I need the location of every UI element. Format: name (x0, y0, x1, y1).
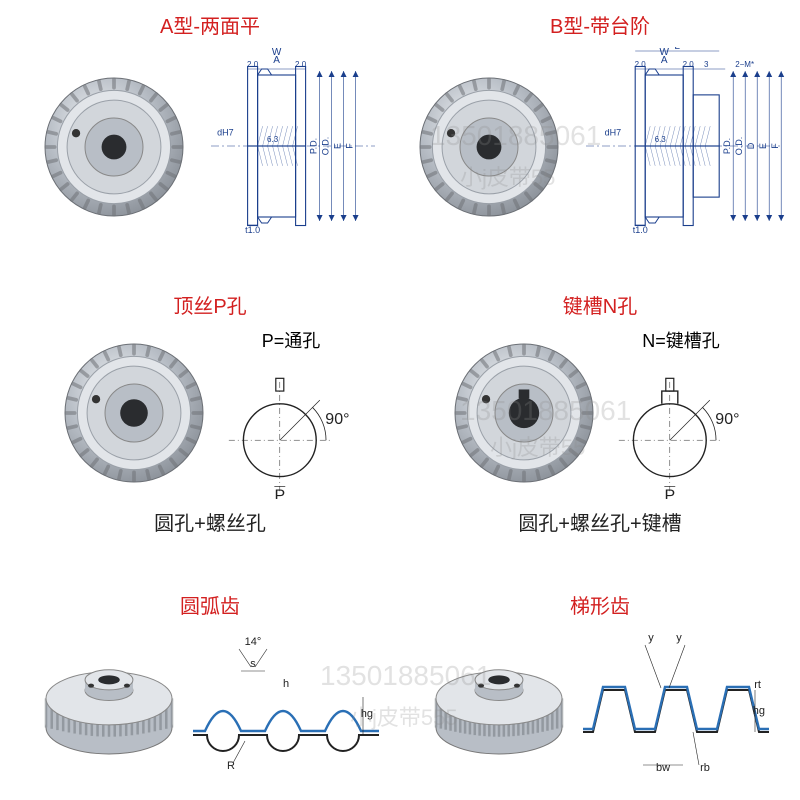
title-trap: 梯形齿 (570, 590, 630, 619)
caption-n: 圆孔+螺丝孔+键槽 (518, 507, 681, 536)
svg-text:90°: 90° (715, 411, 739, 428)
section-a-type: A型-两面平 A2.02.0WP.D.O.D.EFdH76.3t1.0 (20, 10, 400, 247)
svg-text:P.D.: P.D. (722, 138, 732, 154)
svg-text:dH7: dH7 (605, 127, 622, 137)
schematic-n: 90° P (611, 359, 751, 499)
svg-text:2−M*: 2−M* (735, 60, 754, 69)
svg-text:90°: 90° (325, 411, 349, 428)
svg-text:2.0: 2.0 (683, 60, 695, 69)
svg-text:2.0: 2.0 (295, 60, 307, 69)
svg-text:hg: hg (753, 705, 765, 717)
col-p: P=通孔 90° P (221, 327, 361, 499)
title-arc: 圆弧齿 (180, 590, 240, 619)
title-b: B型-带台阶 (550, 10, 650, 39)
svg-text:L: L (674, 47, 680, 52)
section-trap-tooth: 梯形齿 y y bw rb rt hg (410, 590, 790, 777)
svg-text:2.0: 2.0 (635, 60, 647, 69)
section-p-hole: 顶丝P孔 P=通孔 90° P 圆孔+螺丝孔 (20, 290, 400, 536)
subtitle-n: N=键槽孔 (642, 327, 720, 353)
col-n: N=键槽孔 90° P (611, 327, 751, 499)
svg-text:P: P (664, 488, 675, 499)
row-b: A2.02.0W32−M*LP.D.O.D.DEFdH76.3t1.0 (414, 47, 786, 247)
svg-text:6.3: 6.3 (267, 135, 279, 144)
svg-text:E: E (758, 143, 768, 149)
svg-text:F: F (345, 143, 355, 149)
section-arc-tooth: 圆弧齿 14°shRhg (20, 590, 400, 777)
schematic-p: 90° P (221, 359, 361, 499)
row-p: P=通孔 90° P (59, 327, 361, 499)
svg-text:3: 3 (704, 60, 709, 69)
svg-text:2.0: 2.0 (247, 60, 259, 69)
svg-text:6.3: 6.3 (655, 135, 667, 144)
title-a: A型-两面平 (160, 10, 260, 39)
section-b-type: B型-带台阶 A2.02.0W32−M*LP.D.O.D.DEFdH76.3t1… (410, 10, 790, 247)
title-p: 顶丝P孔 (173, 290, 246, 319)
svg-text:h: h (283, 678, 289, 690)
svg-text:W: W (659, 47, 669, 58)
svg-text:E: E (333, 143, 343, 149)
diagram-a: A2.02.0WP.D.O.D.EFdH76.3t1.0 (201, 47, 381, 247)
caption-p: 圆孔+螺丝孔 (154, 507, 266, 536)
svg-text:bw: bw (656, 762, 670, 774)
svg-text:14°: 14° (245, 636, 262, 648)
section-n-hole: 键槽N孔 N=键槽孔 90° P 圆孔+螺丝孔+键槽 (410, 290, 790, 536)
svg-text:rt: rt (754, 679, 761, 691)
svg-text:rb: rb (700, 762, 710, 774)
svg-text:y: y (676, 632, 682, 644)
title-n: 键槽N孔 (563, 290, 637, 319)
row-trap: y y bw rb rt hg (429, 627, 771, 777)
svg-text:hg: hg (361, 708, 373, 720)
row-n: N=键槽孔 90° P (449, 327, 751, 499)
pulley-arc (39, 629, 179, 776)
svg-text:D: D (746, 142, 756, 149)
diagram-b: A2.02.0W32−M*LP.D.O.D.DEFdH76.3t1.0 (576, 47, 786, 247)
svg-text:t1.0: t1.0 (633, 225, 648, 235)
svg-text:W: W (272, 47, 282, 58)
pulley-a (39, 72, 189, 222)
svg-text:s: s (250, 658, 256, 670)
pulley-b (414, 72, 564, 222)
svg-text:t1.0: t1.0 (245, 225, 260, 235)
svg-text:P: P (274, 488, 285, 499)
svg-text:y: y (648, 632, 654, 644)
svg-text:O.D.: O.D. (734, 137, 744, 156)
pulley-p (59, 338, 209, 488)
pulley-trap (429, 629, 569, 776)
row-a: A2.02.0WP.D.O.D.EFdH76.3t1.0 (39, 47, 381, 247)
svg-text:dH7: dH7 (217, 127, 234, 137)
svg-text:P.D.: P.D. (309, 138, 319, 154)
svg-text:O.D.: O.D. (321, 137, 331, 156)
pulley-n (449, 338, 599, 488)
profile-trap: y y bw rb rt hg (581, 627, 771, 777)
row-arc: 14°shRhg (39, 627, 381, 777)
subtitle-p: P=通孔 (262, 327, 321, 353)
svg-text:F: F (770, 143, 780, 149)
profile-arc: 14°shRhg (191, 627, 381, 777)
